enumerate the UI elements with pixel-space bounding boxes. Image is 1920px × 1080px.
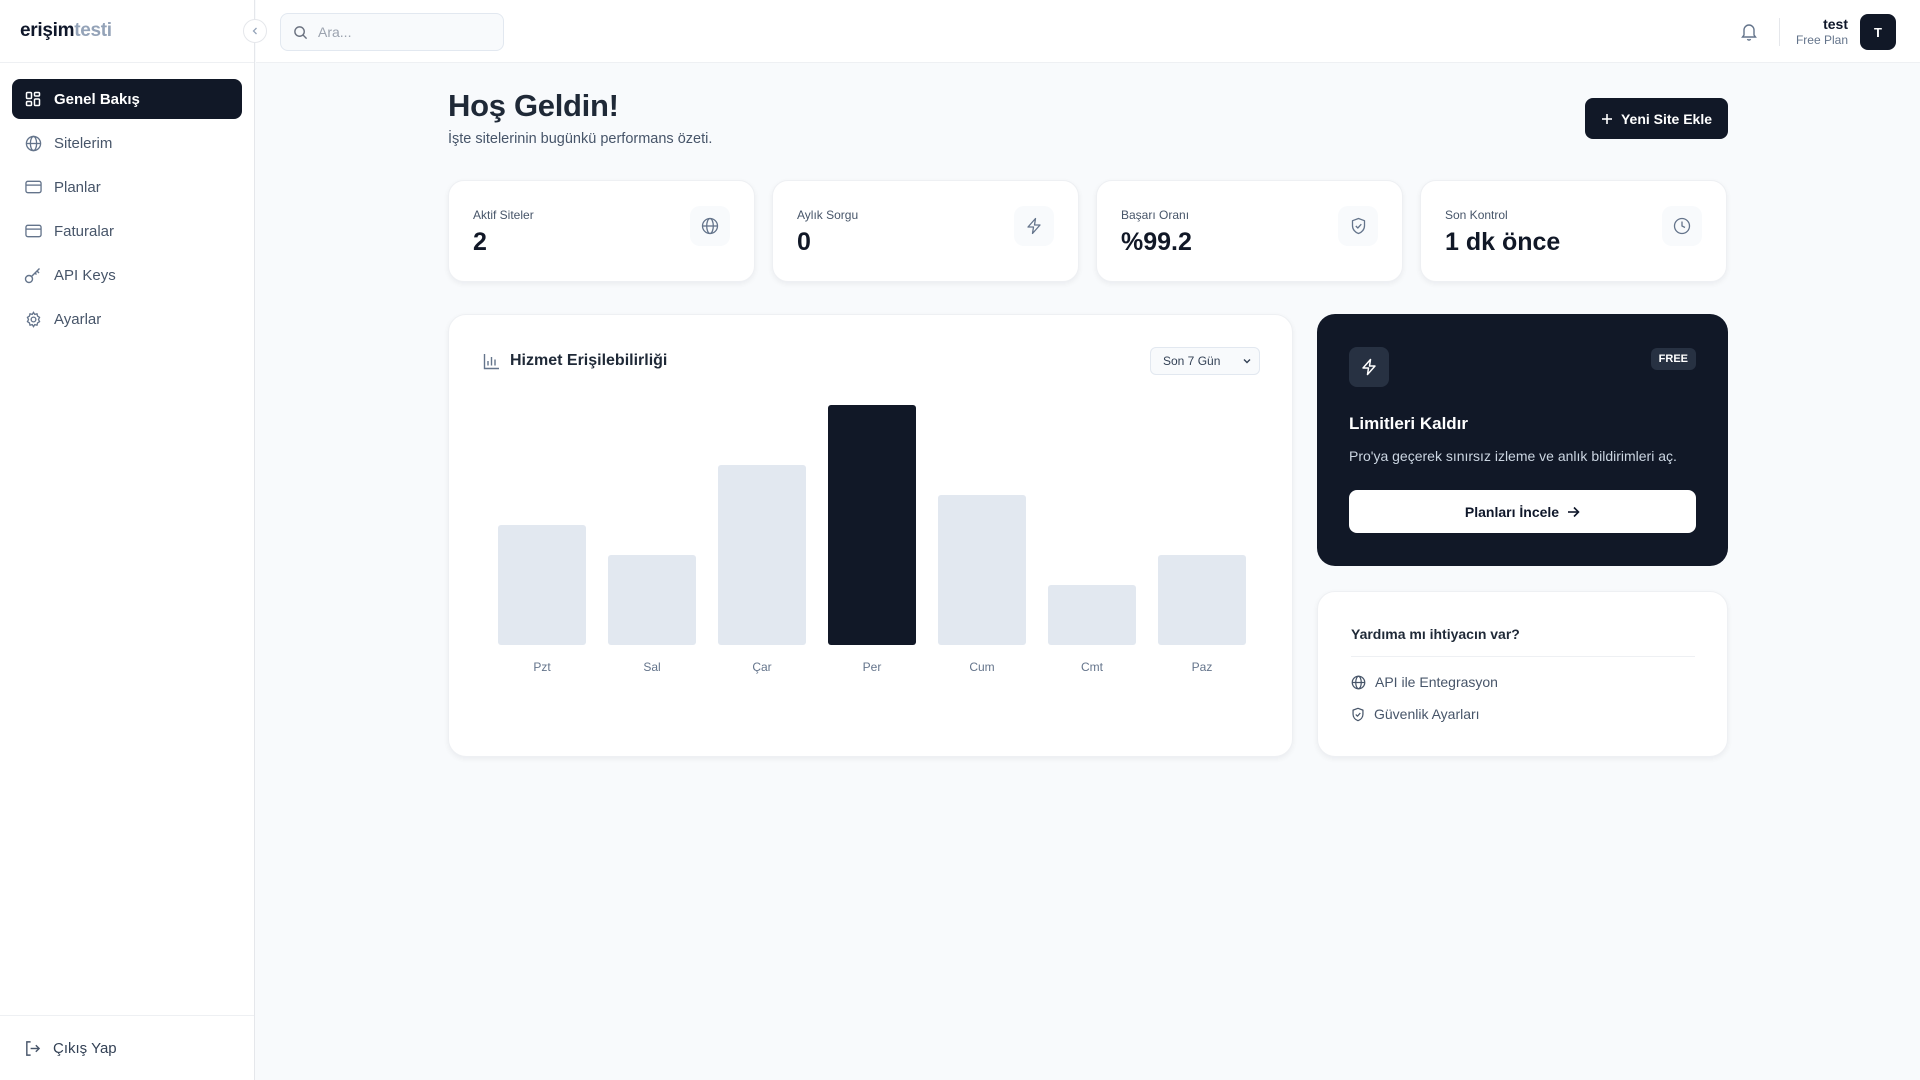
sidebar: erişim testi Genel Bakış Sitelerim Planla… [0,0,255,1080]
chart-x-label: Cmt [1081,660,1104,674]
stat-label: Aktif Siteler [473,208,534,222]
page-title: Hoş Geldin! [448,88,619,123]
help-link-label: API ile Entegrasyon [1375,674,1498,690]
sidebar-nav: Genel Bakış Sitelerim Planlar Faturalar … [0,63,254,359]
range-select[interactable]: Son 7 Gün [1150,347,1260,375]
help-link-label: Güvenlik Ayarları [1374,706,1480,722]
chart-x-label: Per [863,660,882,674]
stat-card-basari-orani: Başarı Oranı %99.2 [1096,180,1403,282]
stat-value: %99.2 [1121,228,1192,256]
search-icon [293,25,308,40]
chevron-left-icon [251,27,259,35]
chart-title: Hizmet Erişilebilirliği [483,352,667,370]
stat-card-aktif-siteler: Aktif Siteler 2 [448,180,755,282]
user-plan: Free Plan [1795,33,1848,47]
sidebar-item-label: Ayarlar [54,310,102,328]
help-divider [1351,656,1695,657]
chart-x-label: Paz [1192,660,1213,674]
sidebar-item-api-keys[interactable]: API Keys [12,255,242,295]
globe-icon [690,206,730,246]
lightning-icon [1014,206,1054,246]
stat-label: Son Kontrol [1445,208,1508,222]
globe-icon [24,134,42,152]
logo-text-bold: erişim [20,20,75,41]
help-link-api[interactable]: API ile Entegrasyon [1351,674,1498,690]
plus-icon [1601,113,1613,125]
promo-description: Pro'ya geçerek sınırsız izleme ve anlık … [1349,448,1677,464]
bar-chart-icon [483,353,500,370]
chart-x-label: Cum [969,660,994,674]
chart-bar-çar[interactable] [718,465,806,645]
chart-bar-per[interactable] [828,405,916,645]
chart-bar-pzt[interactable] [498,525,586,645]
sidebar-item-label: Faturalar [54,222,115,240]
add-site-label: Yeni Site Ekle [1620,110,1713,127]
sidebar-item-planlar[interactable]: Planlar [12,167,242,207]
help-card: Yardıma mı ihtiyacın var? API ile Entegr… [1317,591,1728,757]
sidebar-item-label: Planlar [54,178,101,196]
chart-bar-cum[interactable] [938,495,1026,645]
card-icon [24,222,42,240]
lightning-icon [1349,347,1389,387]
search-input[interactable] [318,24,488,40]
bar-chart: Pzt Sal Çar Per Cum Cmt Paz [498,405,1246,674]
topbar-divider [1779,18,1780,46]
key-icon [24,266,42,284]
shield-icon [1351,707,1365,722]
stat-value: 1 dk önce [1445,228,1561,256]
logo-text-light: testi [74,20,112,41]
chart-title-text: Hizmet Erişilebilirliği [510,352,668,369]
chart-bar-paz[interactable] [1158,555,1246,645]
gear-icon [24,310,42,328]
view-plans-button[interactable]: Planları İncele [1349,490,1696,533]
view-plans-label: Planları İncele [1464,503,1560,520]
stat-card-aylik-sorgu: Aylık Sorgu 0 [772,180,1079,282]
dashboard-icon [24,90,42,108]
bell-icon[interactable] [1738,20,1760,42]
logout-icon [24,1040,41,1057]
shield-icon [1338,206,1378,246]
chart-bar-cmt[interactable] [1048,585,1136,645]
chart-x-label: Çar [752,660,771,674]
range-select-value: Son 7 Gün [1163,354,1221,368]
chevron-down-icon [1242,356,1252,366]
stat-label: Aylık Sorgu [797,208,859,222]
user-name: test [1823,16,1848,32]
sidebar-item-genel-bakis[interactable]: Genel Bakış [12,79,242,119]
stat-value: 2 [473,228,487,256]
card-icon [24,178,42,196]
availability-chart-card: Hizmet Erişilebilirliği Son 7 Gün Pzt Sal… [448,314,1293,757]
topbar: test Free Plan T [256,0,1920,63]
page-subtitle: İşte sitelerinin bugünkü performans özet… [448,131,713,147]
sidebar-item-faturalar[interactable]: Faturalar [12,211,242,251]
logo[interactable]: erişim testi [0,0,254,63]
sidebar-collapse-button[interactable] [243,19,267,43]
sidebar-item-label: Genel Bakış [54,90,140,108]
chart-bar-sal[interactable] [608,555,696,645]
globe-icon [1351,675,1366,690]
sidebar-item-label: API Keys [54,266,116,284]
arrow-right-icon [1567,506,1580,518]
add-site-button[interactable]: Yeni Site Ekle [1585,98,1728,139]
promo-title: Limitleri Kaldır [1349,414,1469,433]
sidebar-item-ayarlar[interactable]: Ayarlar [12,299,242,339]
upgrade-promo-card: FREE Limitleri Kaldır Pro'ya geçerek sın… [1317,314,1728,566]
chart-x-label: Sal [643,660,660,674]
user-info[interactable]: test Free Plan [1796,16,1848,48]
logout-label: Çıkış Yap [53,1039,117,1057]
sidebar-item-sitelerim[interactable]: Sitelerim [12,123,242,163]
logout-button[interactable]: Çıkış Yap [0,1015,254,1080]
stat-card-son-kontrol: Son Kontrol 1 dk önce [1420,180,1727,282]
help-link-security[interactable]: Güvenlik Ayarları [1351,706,1480,722]
clock-icon [1662,206,1702,246]
avatar[interactable]: T [1860,14,1896,50]
stat-value: 0 [797,228,811,256]
search-box[interactable] [280,13,504,51]
sidebar-item-label: Sitelerim [54,134,113,152]
plan-badge: FREE [1650,348,1696,370]
chart-x-label: Pzt [533,660,551,674]
help-title: Yardıma mı ihtiyacın var? [1351,626,1520,642]
stat-label: Başarı Oranı [1121,208,1190,222]
